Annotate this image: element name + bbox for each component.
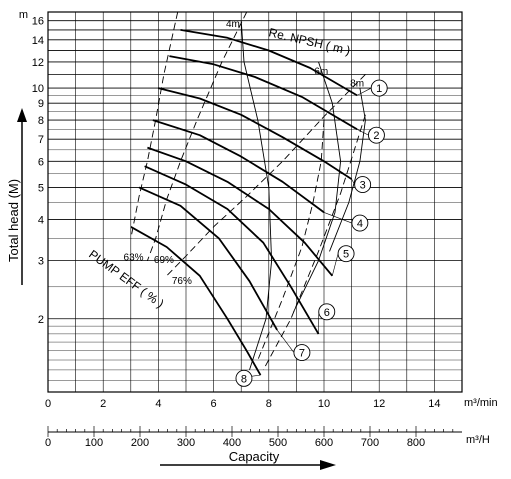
x-tick-label: 10 — [318, 398, 330, 410]
x-tick-label: 14 — [428, 398, 440, 410]
pointer-leader — [276, 329, 295, 353]
curve-marker-label: 5 — [343, 249, 349, 261]
curve-marker-circle — [370, 79, 388, 97]
curve-marker-label: 4 — [357, 218, 363, 230]
x2-tick-label: 300 — [177, 437, 195, 449]
curve-marker-circle — [235, 369, 253, 387]
curve-marker-label: 8 — [241, 373, 247, 385]
npsh-curve-3 — [329, 88, 366, 252]
curve-marker-label: 2 — [373, 130, 379, 142]
efficiency-label: 69% — [154, 255, 174, 266]
efficiency-curve-4 — [257, 120, 325, 361]
head-curve-4 — [152, 119, 325, 214]
curve-marker-circle — [354, 176, 372, 194]
y-tick-label: 16 — [32, 16, 44, 28]
head-curve-1 — [180, 29, 358, 97]
pointer-leader — [356, 87, 372, 96]
efficiency-curve-3 — [166, 74, 366, 277]
y-tick-label: 12 — [32, 57, 44, 69]
y-tick-label: 3 — [38, 256, 44, 268]
pointer-leader — [331, 253, 339, 276]
plot-frame — [47, 11, 463, 393]
pointer-leader — [323, 212, 352, 224]
head-curve-6 — [144, 165, 320, 335]
x2-tick-label: 500 — [269, 437, 287, 449]
x-tick-label: 2 — [100, 398, 106, 410]
head-curve-8 — [130, 226, 262, 376]
npsh-curve-1 — [240, 20, 273, 371]
efficiency-curve-5 — [262, 114, 366, 371]
x-tick-label: 8 — [266, 398, 272, 410]
curve-marker-label: 3 — [360, 180, 366, 192]
head-curve-2 — [169, 55, 358, 131]
curve-marker-circle — [367, 126, 385, 144]
x-axis-label: Capacity — [229, 449, 280, 464]
y-tick-label: 4 — [38, 214, 44, 226]
curves-layer — [130, 11, 372, 379]
x2-tick-label: 800 — [407, 437, 425, 449]
curve-marker-label: 7 — [299, 348, 305, 360]
y-tick-label: 7 — [38, 134, 44, 146]
y-tick-label: 9 — [38, 98, 44, 110]
x2-tick-label: 600 — [315, 437, 333, 449]
efficiency-label: 76% — [172, 276, 192, 287]
y-tick-label: 10 — [32, 83, 44, 95]
y-tick-label: 6 — [38, 156, 44, 168]
x-axis-secondary-unit: m³/H — [466, 434, 490, 446]
curve-marker-circle — [337, 245, 355, 263]
y-tick-label: 5 — [38, 182, 44, 194]
x-tick-label: 0 — [45, 398, 51, 410]
efficiency-curve-2 — [146, 11, 248, 261]
grid — [17, 11, 463, 470]
curve-marker-label: 1 — [376, 83, 382, 95]
curve-marker-circle — [351, 214, 369, 232]
curve-marker-circle — [318, 303, 336, 321]
x2-tick-label: 200 — [131, 437, 149, 449]
x-tick-label: 12 — [373, 398, 385, 410]
npsh-label: 8m — [350, 79, 364, 90]
y-tick-label: 14 — [32, 35, 44, 47]
y-tick-label: 8 — [38, 115, 44, 127]
npsh-label: 6m — [314, 66, 328, 77]
curve-marker-circle — [293, 344, 311, 362]
x2-tick-label: 400 — [223, 437, 241, 449]
x-axis-primary-unit: m³/min — [464, 397, 498, 409]
x2-tick-label: 100 — [85, 437, 103, 449]
pointer-leader — [351, 178, 355, 185]
curve-marker-label: 6 — [324, 307, 330, 319]
x-tick-label: 4 — [155, 398, 161, 410]
x2-tick-label: 700 — [361, 437, 379, 449]
head-curve-5 — [147, 146, 333, 277]
efficiency-label: 63% — [124, 253, 144, 264]
y-tick-label: 2 — [38, 314, 44, 326]
npsh-label: 4m — [226, 19, 240, 30]
y-axis-label: Total head (M) — [6, 179, 21, 262]
y-axis-unit: m — [19, 9, 28, 21]
x2-tick-label: 0 — [45, 437, 51, 449]
npsh-curve-2 — [293, 61, 342, 312]
x-tick-label: 6 — [211, 398, 217, 410]
head-curve-3 — [158, 87, 353, 180]
x-axis-arrow-head — [320, 460, 336, 470]
y-axis-arrow-head — [17, 108, 27, 122]
pointer-leader — [356, 129, 369, 136]
